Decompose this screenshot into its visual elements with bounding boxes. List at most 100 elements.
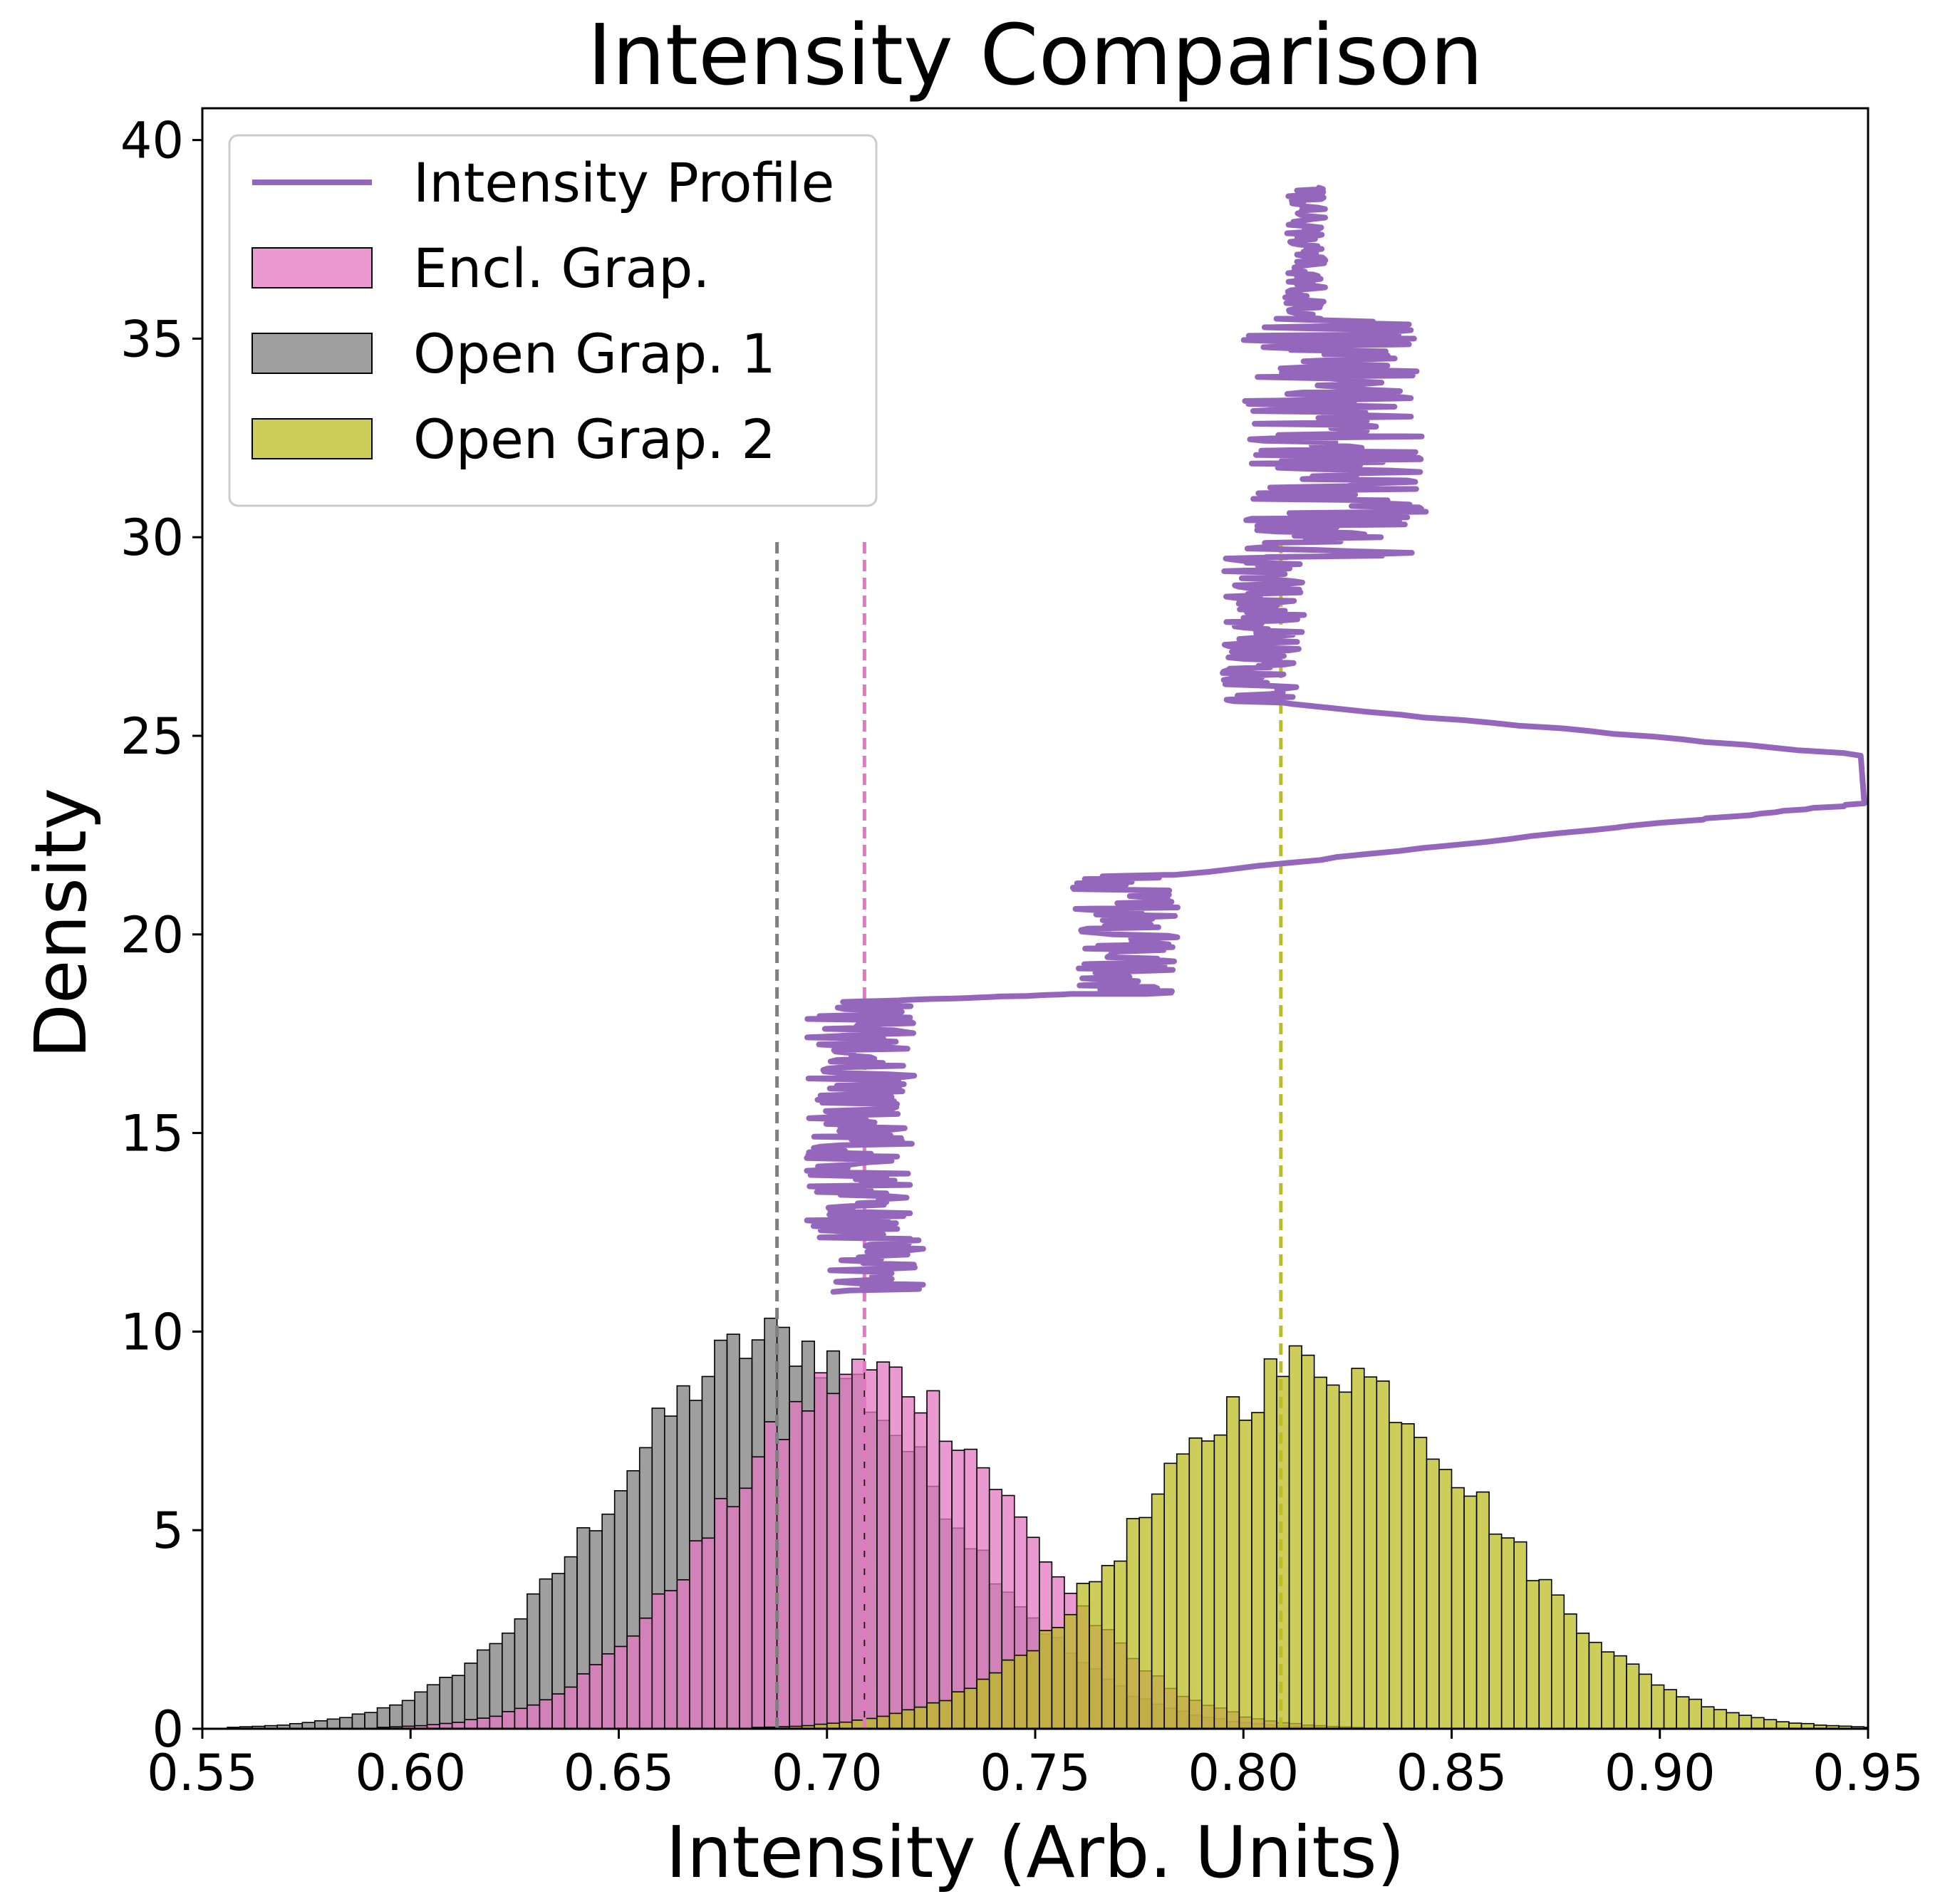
histogram-bar xyxy=(1601,1651,1615,1729)
x-tick-label: 0.85 xyxy=(1396,1744,1508,1802)
histogram-bar xyxy=(789,1400,803,1729)
histogram-bar xyxy=(1151,1493,1165,1729)
y-tick-label: 30 xyxy=(120,509,184,567)
histogram-bar xyxy=(1001,1659,1015,1729)
histogram-bar xyxy=(863,1717,878,1729)
histogram-bar xyxy=(1326,1384,1340,1729)
histogram-bar xyxy=(1638,1673,1652,1729)
histogram-group xyxy=(227,1317,1868,1729)
histogram-bar xyxy=(1176,1453,1191,1729)
histogram-bar xyxy=(1525,1580,1540,1729)
legend: Intensity Profile Encl. Grap. Open Grap. 1… xyxy=(228,134,878,507)
histogram-bar xyxy=(326,1718,341,1729)
x-tick-label: 0.60 xyxy=(355,1744,466,1802)
x-tick-label: 0.75 xyxy=(980,1744,1091,1802)
y-tick-label: 15 xyxy=(120,1105,184,1163)
histogram-bar xyxy=(888,1712,903,1729)
histogram-bar xyxy=(751,1456,765,1729)
histogram-bar xyxy=(913,1412,928,1729)
y-tick-label: 40 xyxy=(120,112,184,170)
histogram-bar xyxy=(1301,1354,1315,1729)
histogram-bar xyxy=(1201,1440,1215,1729)
x-tick-label: 0.70 xyxy=(772,1744,883,1802)
histogram-bar xyxy=(988,1672,1003,1729)
histogram-bar xyxy=(1251,1412,1265,1729)
histogram-bar xyxy=(1101,1565,1115,1729)
histogram-bar xyxy=(1263,1358,1277,1729)
histogram-bar xyxy=(1238,1420,1252,1729)
histogram-bar xyxy=(689,1540,703,1729)
histogram-bar xyxy=(1076,1583,1090,1729)
histogram-bar xyxy=(1713,1709,1728,1729)
histogram-bar xyxy=(527,1704,541,1729)
histogram-bar xyxy=(739,1487,753,1729)
histogram-bar xyxy=(564,1686,578,1729)
histogram-bar xyxy=(1663,1689,1677,1729)
histogram-bar xyxy=(1463,1495,1478,1729)
legend-swatch-open-grap-1 xyxy=(251,333,373,374)
histogram-bar xyxy=(963,1687,977,1729)
histogram-bar xyxy=(489,1715,503,1729)
y-tick-label: 25 xyxy=(120,707,184,766)
histogram-bar xyxy=(514,1707,528,1729)
histogram-bar xyxy=(901,1396,916,1729)
histogram-bar xyxy=(876,1361,891,1729)
histogram-bar xyxy=(1414,1437,1428,1729)
legend-frame xyxy=(228,134,878,507)
histogram-bar xyxy=(676,1579,690,1729)
x-tick-label: 0.55 xyxy=(147,1744,258,1802)
histogram-bar xyxy=(1089,1581,1103,1729)
histogram-bar xyxy=(1475,1491,1490,1729)
histogram-bar xyxy=(1426,1458,1440,1729)
histogram-bar xyxy=(1313,1376,1327,1729)
histogram-bar xyxy=(364,1712,378,1729)
histogram-bar xyxy=(576,1673,591,1729)
y-tick-label: 0 xyxy=(152,1700,184,1759)
histogram-bar xyxy=(1701,1706,1715,1729)
histogram-bar xyxy=(1513,1541,1528,1729)
histogram-bar xyxy=(1401,1423,1415,1729)
histogram-bar xyxy=(1114,1560,1128,1729)
histogram-bar xyxy=(1276,1375,1290,1729)
histogram-bar xyxy=(1139,1517,1153,1729)
histogram-bar xyxy=(339,1717,353,1729)
y-tick-label: 35 xyxy=(120,310,184,368)
y-tick-label: 5 xyxy=(152,1502,184,1560)
histogram-bar xyxy=(1538,1578,1552,1729)
histogram-bar xyxy=(1163,1462,1178,1729)
plot-area: 0.55 0.60 0.65 0.70 0.75 0.80 0.85 0.90 0.95 0 5 10… xyxy=(120,107,1924,1802)
histogram-bar xyxy=(1626,1663,1640,1729)
histogram-bar xyxy=(414,1691,428,1729)
histogram-bar xyxy=(951,1691,965,1729)
histogram-bar xyxy=(1013,1654,1028,1729)
histogram-bar xyxy=(851,1720,866,1729)
histogram-bar xyxy=(714,1497,728,1729)
chart-title: Intensity Comparison xyxy=(587,6,1483,104)
histogram-bar xyxy=(401,1700,415,1729)
histogram-bar xyxy=(351,1713,365,1729)
histogram-bar xyxy=(938,1700,953,1729)
x-tick-label: 0.80 xyxy=(1188,1744,1299,1802)
histogram-bar xyxy=(814,1372,828,1729)
histogram-bar xyxy=(439,1677,453,1729)
histogram-bar xyxy=(601,1653,616,1729)
intensity-profile-line xyxy=(804,184,1867,1295)
histogram-bar xyxy=(426,1684,440,1729)
histogram-bar xyxy=(1488,1533,1503,1729)
histogram-bar xyxy=(901,1709,916,1729)
histogram-bar xyxy=(1051,1627,1065,1729)
histogram-bar xyxy=(1226,1396,1240,1729)
histogram-bar xyxy=(638,1617,653,1729)
x-tick-label: 0.65 xyxy=(564,1744,675,1802)
histogram-bar xyxy=(1726,1712,1740,1729)
histogram-bar xyxy=(839,1373,853,1729)
histogram-bar xyxy=(801,1410,816,1729)
histogram-bar xyxy=(876,1715,891,1729)
histogram-bar xyxy=(1576,1633,1590,1729)
histogram-bar xyxy=(389,1704,403,1729)
histogram-bar xyxy=(1039,1630,1053,1729)
histogram-bar xyxy=(476,1717,491,1729)
histogram-bar xyxy=(1651,1684,1665,1729)
histogram-bar xyxy=(764,1421,778,1729)
